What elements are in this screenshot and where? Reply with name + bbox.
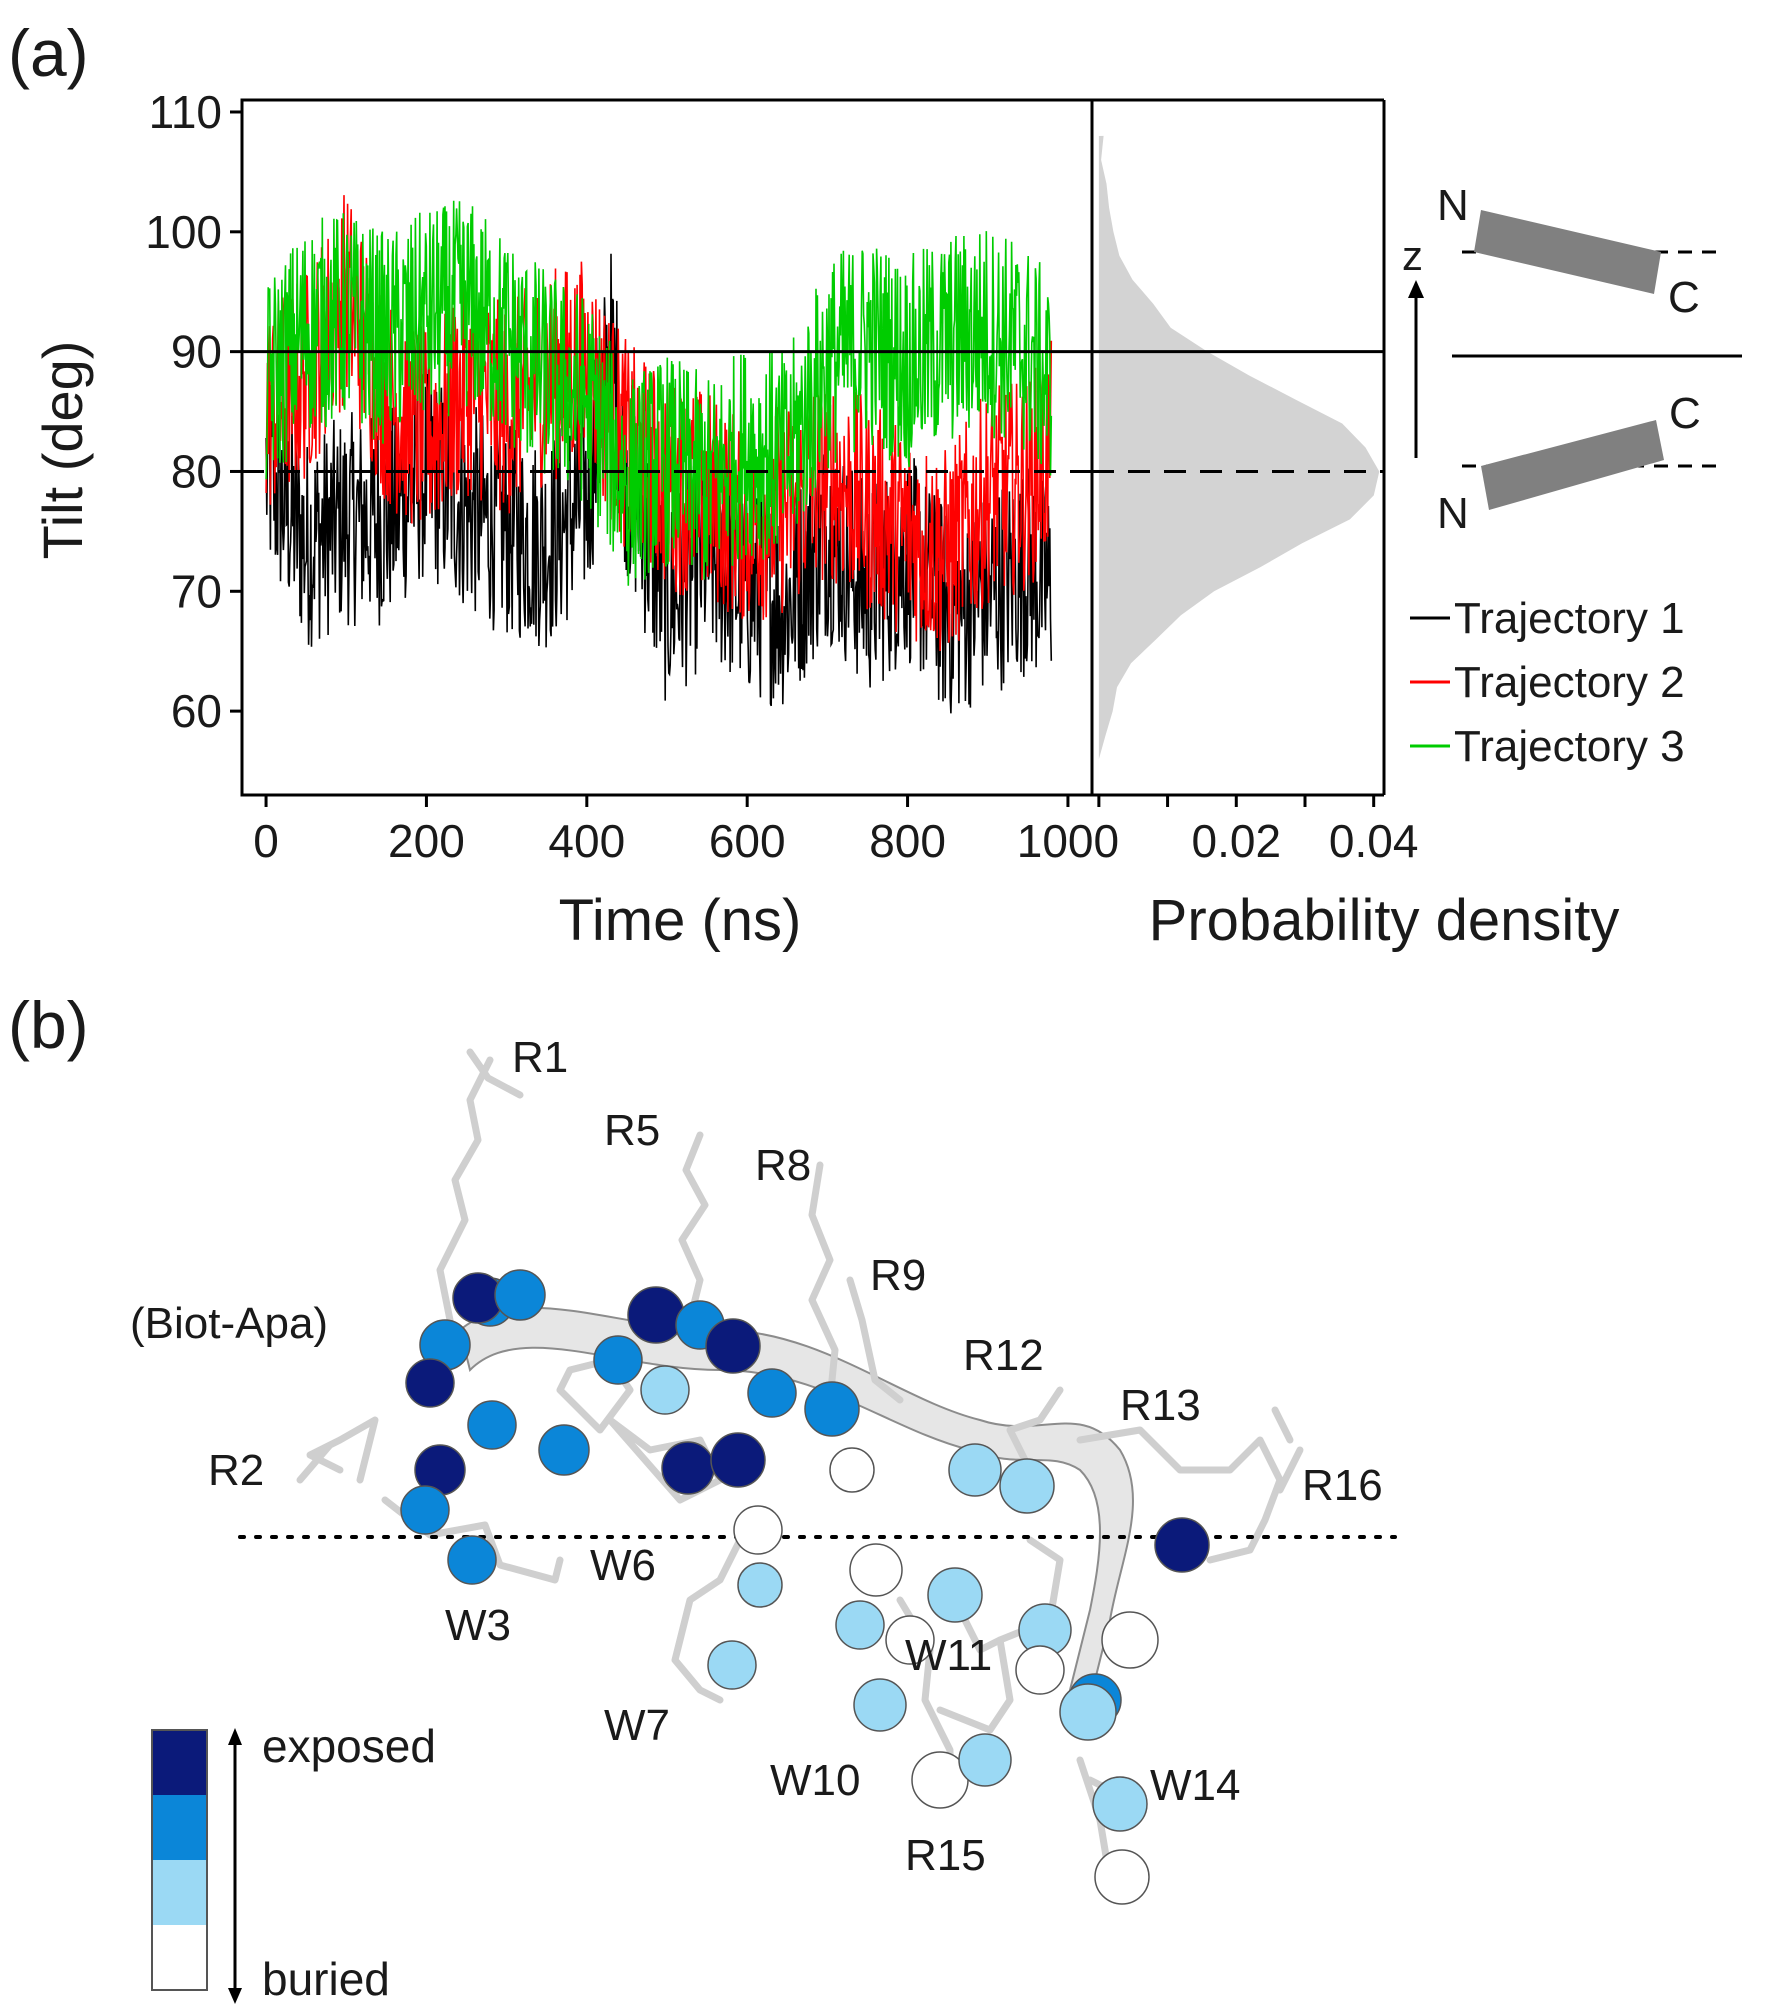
atom-spheres — [400, 1269, 1210, 1905]
y-tick-label: 90 — [171, 326, 222, 378]
residue-label-w7: W7 — [604, 1701, 670, 1750]
x-tick-label: 400 — [548, 815, 625, 867]
residue-label-r9: R9 — [870, 1251, 926, 1300]
residue-label-w6: W6 — [590, 1541, 656, 1590]
legend-label-traj3: Trajectory 3 — [1454, 722, 1685, 771]
x-tick-label: 200 — [388, 815, 465, 867]
ts-plot-frame — [240, 98, 1094, 797]
panel-a-label: (a) — [8, 16, 89, 90]
series-line-trajectory-2 — [265, 195, 1053, 652]
biot-apa-label: (Biot-Apa) — [130, 1299, 328, 1348]
upper-helix-bar — [1474, 210, 1661, 294]
tilt-density-histogram: 0.02 0.04 Probability density — [1092, 98, 1620, 953]
z-arrow-head — [1408, 280, 1424, 298]
density-tick-label: 0.02 — [1192, 815, 1282, 867]
residue-label-w11: W11 — [905, 1631, 992, 1680]
y-tick-label: 60 — [171, 685, 222, 737]
y-tick-label: 100 — [145, 206, 222, 258]
residue-label-w14: W14 — [1150, 1761, 1240, 1810]
legend-label-traj1: Trajectory 1 — [1454, 594, 1685, 643]
x-tick-label: 1000 — [1017, 815, 1119, 867]
z-axis-label: z — [1402, 232, 1423, 279]
y-tick-label: 80 — [171, 445, 222, 497]
residue-label-r15: R15 — [905, 1831, 986, 1880]
tilt-schematic: N C C N z — [1402, 181, 1742, 538]
residue-label-r12: R12 — [963, 1331, 1044, 1380]
scale-exposed-label: exposed — [262, 1720, 436, 1772]
y-tick-label: 110 — [149, 86, 222, 138]
x-tick-label: 800 — [869, 815, 946, 867]
residue-label-r8: R8 — [755, 1141, 811, 1190]
density-area — [1098, 135, 1380, 760]
density-tick-label: 0.04 — [1329, 815, 1419, 867]
x-tick-label: 600 — [709, 815, 786, 867]
y-axis-label: Tilt (deg) — [31, 341, 94, 560]
residue-label-r2: R2 — [208, 1446, 264, 1495]
density-axis-label: Probability density — [1149, 888, 1620, 953]
x-tick-label: 0 — [253, 815, 279, 867]
legend: Trajectory 1 Trajectory 2 Trajectory 3 — [1410, 594, 1685, 771]
scale-buried-label: buried — [262, 1953, 390, 2005]
residue-labels: R1 R2 W3 R5 W6 W7 R8 R9 W10 W11 R12 R13 … — [130, 1033, 1383, 1880]
residue-label-r1: R1 — [512, 1033, 568, 1082]
residue-label-r5: R5 — [604, 1106, 660, 1155]
scale-frame — [151, 1729, 208, 1991]
lower-c-label: C — [1669, 389, 1701, 438]
upper-c-label: C — [1668, 273, 1700, 322]
residue-label-w10: W10 — [770, 1756, 860, 1805]
residue-label-w3: W3 — [445, 1601, 511, 1650]
lower-n-label: N — [1437, 489, 1469, 538]
upper-n-label: N — [1437, 181, 1469, 230]
panel-b-label: (b) — [8, 988, 89, 1062]
legend-label-traj2: Trajectory 2 — [1454, 658, 1685, 707]
tilt-time-series-chart: 60 70 80 90 100 110 0 200 400 600 800 1000 Tilt (d… — [31, 86, 1119, 953]
scale-arrow-down — [228, 1988, 242, 2004]
scale-swatch-light — [152, 1860, 207, 1925]
residue-label-r16: R16 — [1302, 1461, 1383, 1510]
lower-helix-bar — [1481, 420, 1664, 510]
scale-arrow-up — [228, 1728, 242, 1745]
exposure-scale: exposed buried — [151, 1720, 436, 2005]
x-axis-label: Time (ns) — [559, 888, 802, 953]
scale-swatch-medium — [152, 1795, 207, 1860]
scale-swatch-exposed — [152, 1730, 207, 1795]
peptide-structure: R1 R2 W3 R5 W6 W7 R8 R9 W10 W11 R12 R13 … — [130, 1033, 1397, 1905]
scale-swatch-buried — [152, 1925, 207, 1990]
y-tick-label: 70 — [171, 565, 222, 617]
residue-label-r13: R13 — [1120, 1381, 1201, 1430]
